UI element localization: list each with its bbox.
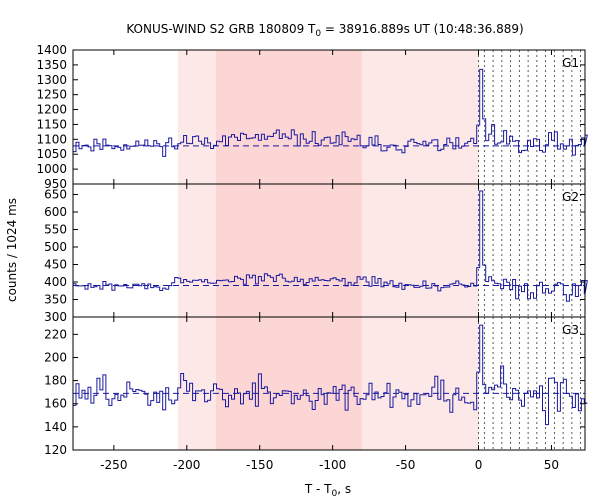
y-tick-label: 550 — [44, 223, 67, 237]
x-tick-label: 50 — [544, 458, 559, 472]
light-curve-g2 — [73, 190, 588, 302]
y-tick-label: 1050 — [36, 147, 67, 161]
shaded-region-inner-interval — [215, 317, 362, 450]
y-tick-label: 200 — [44, 350, 67, 364]
x-tick-label: -150 — [246, 458, 273, 472]
panel-g2: 300 350 400 450 500 550 600 650 G2 — [44, 183, 588, 324]
x-tick-label: 0 — [475, 458, 483, 472]
y-tick-label: 1350 — [36, 58, 67, 72]
y-tick-label: 1250 — [36, 88, 67, 102]
light-curve-g1 — [73, 68, 588, 157]
y-tick-label: 950 — [44, 177, 67, 191]
panel-label-g3: G3 — [562, 323, 579, 337]
x-tick-label: -50 — [396, 458, 416, 472]
panel-g3: 120 140 160 180 200 220 G3 — [44, 316, 588, 457]
y-tick-label: 140 — [44, 420, 67, 434]
y-tick-label: 600 — [44, 205, 67, 219]
y-tick-label: 650 — [44, 188, 67, 202]
y-tick-label: 350 — [44, 293, 67, 307]
panel-label-g1: G1 — [562, 56, 579, 70]
y-tick-label: 400 — [44, 275, 67, 289]
y-tick-label: 1150 — [36, 117, 67, 131]
y-tick-label: 180 — [44, 374, 67, 388]
y-tick-label: 1400 — [36, 43, 67, 57]
y-tick-label: 220 — [44, 327, 67, 341]
x-axis-label: T - T0, s — [304, 482, 351, 499]
y-tick-label: 120 — [44, 443, 67, 457]
y-tick-label: 1200 — [36, 103, 67, 117]
chart-title: KONUS-WIND S2 GRB 180809 T0 = 38916.889s… — [126, 22, 523, 39]
light-curve-g3 — [73, 324, 588, 426]
panel-frame — [72, 316, 586, 451]
y-tick-label: 1300 — [36, 73, 67, 87]
y-axis-label: counts / 1024 ms — [5, 198, 19, 302]
y-tick-label: 160 — [44, 397, 67, 411]
y-tick-label: 1000 — [36, 162, 67, 176]
x-tick-label: -100 — [319, 458, 346, 472]
panel-label-g2: G2 — [562, 190, 579, 204]
y-tick-label: 450 — [44, 258, 67, 272]
x-tick-label: -200 — [173, 458, 200, 472]
x-tick-label: -250 — [100, 458, 127, 472]
y-tick-label: 500 — [44, 240, 67, 254]
shaded-region-inner-interval — [215, 184, 362, 317]
shaded-region-inner-interval — [215, 50, 362, 184]
y-tick-label: 1100 — [36, 132, 67, 146]
y-tick-label: 300 — [44, 310, 67, 324]
